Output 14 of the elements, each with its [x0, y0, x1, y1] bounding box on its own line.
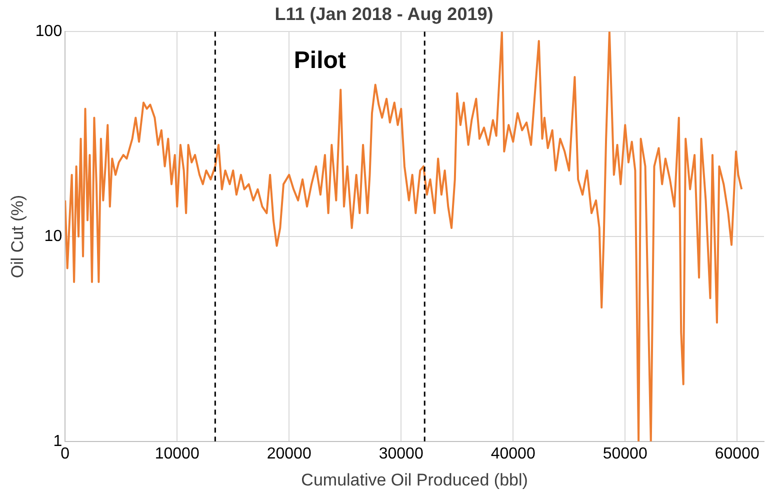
- x-tick-label: 10000: [154, 445, 200, 462]
- x-tick-label: 60000: [714, 445, 760, 462]
- y-tick-label: 100: [35, 23, 62, 40]
- y-tick-label: 1: [53, 432, 62, 450]
- x-tick-label: 50000: [602, 445, 648, 462]
- x-tick-label: 40000: [490, 445, 536, 462]
- annotation: Pilot: [294, 47, 346, 74]
- x-tick-label: 30000: [378, 445, 424, 462]
- chart-title: L11 (Jan 2018 - Aug 2019): [274, 4, 494, 24]
- x-tick-label: 0: [60, 445, 70, 462]
- y-tick-label: 10: [44, 228, 62, 245]
- y-axis-title: Oil Cut (%): [8, 194, 27, 278]
- x-tick-label: 20000: [266, 445, 312, 462]
- x-axis-title: Cumulative Oil Produced (bbl): [301, 470, 528, 490]
